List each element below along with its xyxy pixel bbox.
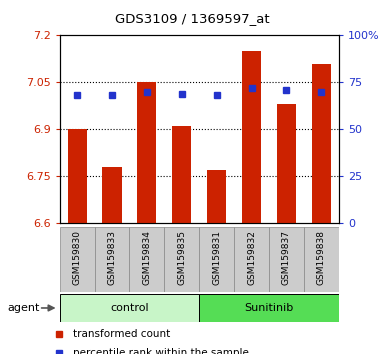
Bar [137,82,156,223]
Bar [242,51,261,223]
Text: agent: agent [8,303,40,313]
Bar [102,167,122,223]
Bar [277,104,296,223]
Text: GSM159838: GSM159838 [317,230,326,285]
Text: GSM159831: GSM159831 [212,230,221,285]
Bar [60,294,199,322]
Text: transformed count: transformed count [73,329,171,339]
Bar [129,227,164,292]
Bar [164,227,199,292]
Bar [199,227,234,292]
Text: GDS3109 / 1369597_at: GDS3109 / 1369597_at [115,12,270,25]
Bar [199,294,339,322]
Text: GSM159835: GSM159835 [177,230,186,285]
Text: GSM159833: GSM159833 [107,230,117,285]
Bar [67,129,87,223]
Bar [60,227,95,292]
Bar [269,227,304,292]
Bar [207,170,226,223]
Text: GSM159834: GSM159834 [142,230,151,285]
Bar [172,126,191,223]
Text: Sunitinib: Sunitinib [244,303,294,313]
Bar [312,63,331,223]
Bar [234,227,269,292]
Bar [95,227,129,292]
Bar [304,227,339,292]
Text: percentile rank within the sample: percentile rank within the sample [73,348,249,354]
Text: control: control [110,303,149,313]
Text: GSM159837: GSM159837 [282,230,291,285]
Text: GSM159832: GSM159832 [247,230,256,285]
Text: GSM159830: GSM159830 [73,230,82,285]
